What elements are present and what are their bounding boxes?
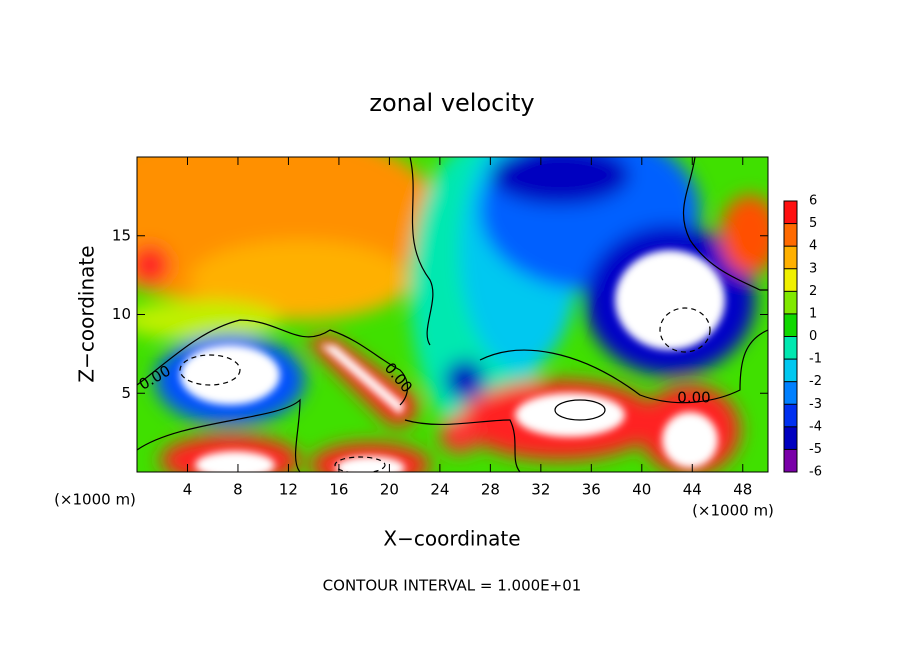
x-tick-label: 40 [632, 481, 651, 499]
x-axis-label: X−coordinate [383, 527, 520, 551]
colorbar-tick-label: 4 [809, 239, 817, 254]
colorbar-swatch [784, 223, 797, 247]
colorbar-tick-label: 1 [809, 306, 817, 321]
y-unit-label: (×1000 m) [54, 491, 136, 509]
y-tick-label: 10 [112, 305, 131, 323]
colorbar-tick-label: 0 [809, 329, 817, 344]
colorbar-tick-label: 5 [809, 216, 817, 231]
colorbar-swatch [784, 359, 797, 382]
colorbar-tick-label: 3 [809, 261, 817, 276]
x-tick-label: 4 [183, 481, 193, 499]
chart-title: zonal velocity [369, 89, 534, 117]
colorbar-swatch [784, 246, 797, 269]
colorbar-swatch [784, 404, 797, 427]
colorbar-tick-label: -3 [809, 397, 822, 412]
colorbar-tick-label: -5 [809, 442, 822, 457]
colorbar-swatch [784, 291, 797, 314]
x-tick-label: 44 [683, 481, 702, 499]
colorbar-tick-label: -1 [809, 352, 822, 367]
field [137, 157, 768, 472]
x-tick-label: 16 [329, 481, 348, 499]
x-tick-label: 28 [481, 481, 500, 499]
x-tick-label: 20 [380, 481, 399, 499]
y-tick-label: 5 [121, 384, 131, 402]
x-unit-label: (×1000 m) [692, 502, 774, 520]
x-tick-label: 8 [233, 481, 243, 499]
colorbar-swatch [784, 201, 797, 224]
colorbar-swatch [784, 268, 797, 292]
colorbar-tick-label: -4 [809, 419, 822, 434]
colorbar-swatch [784, 313, 797, 337]
x-tick-label: 48 [733, 481, 752, 499]
colorbar-swatch [784, 449, 797, 472]
colorbar-tick-label: -6 [809, 465, 822, 480]
colorbar-swatch [784, 426, 797, 450]
x-tick-label: 12 [279, 481, 298, 499]
colorbar-swatch [784, 381, 797, 405]
x-tick-label: 32 [531, 481, 550, 499]
colorbar-swatch [784, 336, 797, 360]
colorbar-tick-label: -2 [809, 374, 822, 389]
y-axis-label: Z−coordinate [75, 245, 99, 382]
x-tick-label: 36 [582, 481, 601, 499]
colorbar-tick-label: 2 [809, 284, 817, 299]
contour-label: 0.00 [677, 389, 710, 407]
footer-note: CONTOUR INTERVAL = 1.000E+01 [323, 577, 582, 595]
colorbar-tick-label: 6 [809, 194, 817, 209]
y-tick-label: 15 [112, 226, 131, 244]
x-tick-label: 24 [430, 481, 449, 499]
